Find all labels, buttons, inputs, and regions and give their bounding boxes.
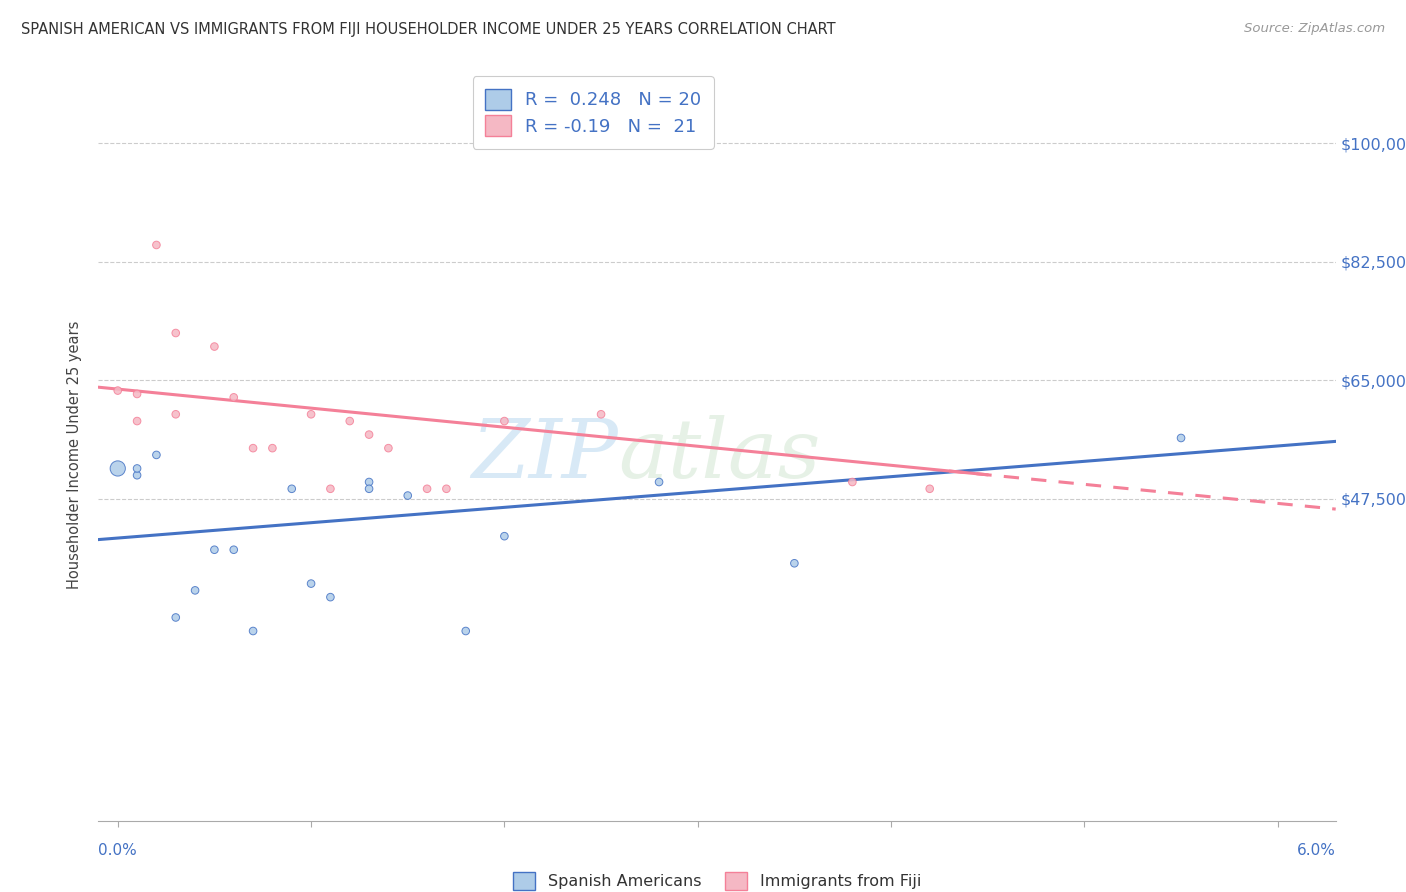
Text: 6.0%: 6.0%	[1296, 843, 1336, 858]
Point	[165, 610, 187, 624]
Point	[339, 414, 361, 428]
Y-axis label: Householder Income Under 25 years: Householder Income Under 25 years	[67, 321, 83, 589]
Point	[841, 475, 863, 489]
Point	[648, 475, 671, 489]
Point	[377, 441, 399, 455]
Point	[127, 387, 149, 401]
Point	[591, 407, 613, 421]
Point	[396, 489, 419, 503]
Text: atlas: atlas	[619, 415, 821, 495]
Point	[145, 448, 167, 462]
Point	[918, 482, 941, 496]
Point	[494, 414, 516, 428]
Point	[204, 340, 226, 354]
Point	[222, 542, 245, 557]
Point	[783, 556, 806, 570]
Point	[242, 624, 264, 638]
Point	[359, 427, 381, 442]
Point	[262, 441, 284, 455]
Point	[127, 468, 149, 483]
Point	[494, 529, 516, 543]
Point	[184, 583, 207, 598]
Point	[242, 441, 264, 455]
Point	[299, 407, 322, 421]
Text: ZIP: ZIP	[471, 415, 619, 495]
Point	[127, 461, 149, 475]
Point	[165, 407, 187, 421]
Text: 0.0%: 0.0%	[98, 843, 138, 858]
Point	[107, 461, 129, 475]
Point	[1170, 431, 1192, 445]
Legend: Spanish Americans, Immigrants from Fiji: Spanish Americans, Immigrants from Fiji	[506, 865, 928, 892]
Point	[436, 482, 458, 496]
Point	[204, 542, 226, 557]
Point	[319, 590, 342, 604]
Point	[222, 390, 245, 404]
Point	[165, 326, 187, 340]
Point	[107, 384, 129, 398]
Point	[299, 576, 322, 591]
Point	[359, 475, 381, 489]
Point	[416, 482, 439, 496]
Text: SPANISH AMERICAN VS IMMIGRANTS FROM FIJI HOUSEHOLDER INCOME UNDER 25 YEARS CORRE: SPANISH AMERICAN VS IMMIGRANTS FROM FIJI…	[21, 22, 835, 37]
Point	[319, 482, 342, 496]
Text: Source: ZipAtlas.com: Source: ZipAtlas.com	[1244, 22, 1385, 36]
Point	[145, 238, 167, 252]
Point	[127, 414, 149, 428]
Point	[281, 482, 304, 496]
Point	[359, 482, 381, 496]
Point	[454, 624, 477, 638]
